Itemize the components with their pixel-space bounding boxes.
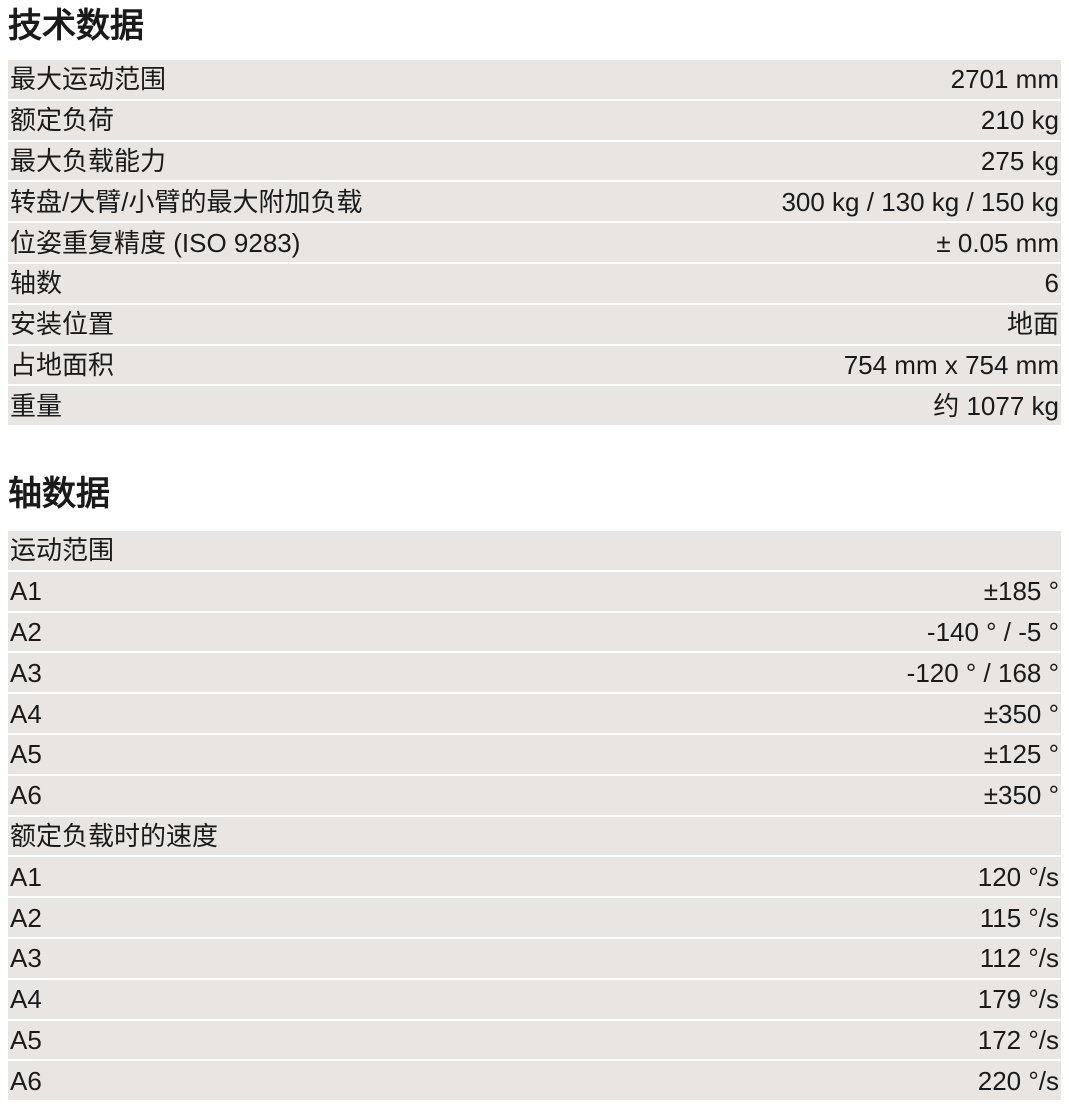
row-label: 安装位置 <box>10 309 115 340</box>
row-value: ±185 ° <box>983 576 1059 607</box>
row-value: -140 ° / -5 ° <box>926 616 1059 647</box>
table-row: A1 ±185 ° <box>8 571 1061 611</box>
row-label: A6 <box>10 1065 42 1096</box>
row-label: A4 <box>10 698 42 729</box>
table-row: A6 ±350 ° <box>8 775 1061 815</box>
table-row: 最大负载能力 275 kg <box>8 141 1061 181</box>
row-label: 重量 <box>10 390 63 421</box>
row-label: A5 <box>10 739 42 770</box>
row-label: 轴数 <box>10 268 63 299</box>
table-row: A6 220 °/s <box>8 1061 1061 1101</box>
table-row: 额定负载时的速度 <box>8 816 1061 856</box>
row-value: 275 kg <box>980 145 1059 176</box>
tech-data-title: 技术数据 <box>8 7 144 45</box>
row-value: 179 °/s <box>977 984 1059 1015</box>
table-row: A4 179 °/s <box>8 979 1061 1019</box>
row-value: 约 1077 kg <box>933 390 1059 421</box>
table-row: 轴数 6 <box>8 263 1061 303</box>
tech-data-table: 最大运动范围 2701 mm 额定负荷 210 kg 最大负载能力 275 kg 转盘/大臂… <box>8 60 1061 427</box>
row-label: A1 <box>10 576 42 607</box>
row-label: A3 <box>10 657 42 688</box>
row-value: 6 <box>1044 268 1059 299</box>
row-value: 112 °/s <box>979 943 1059 974</box>
table-row: 位姿重复精度 (ISO 9283) ± 0.05 mm <box>8 223 1061 262</box>
row-label: 最大运动范围 <box>10 64 167 95</box>
table-row: A4 ±350 ° <box>8 694 1061 733</box>
table-row: 安装位置 地面 <box>8 304 1061 344</box>
table-row: 运动范围 <box>8 531 1061 570</box>
row-value: 300 kg / 130 kg / 150 kg <box>781 186 1059 217</box>
row-value: ±350 ° <box>983 780 1059 811</box>
row-value: -120 ° / 168 ° <box>906 657 1059 688</box>
row-value: ± 0.05 mm <box>936 227 1059 258</box>
row-label: A4 <box>10 984 42 1015</box>
table-row: A3 -120 ° / 168 ° <box>8 653 1061 693</box>
table-row: A5 ±125 ° <box>8 734 1061 774</box>
axis-data-title: 轴数据 <box>8 475 110 513</box>
row-value: 754 mm x 754 mm <box>843 349 1059 380</box>
row-value: 2701 mm <box>950 64 1059 95</box>
table-row: 占地面积 754 mm x 754 mm <box>8 345 1061 385</box>
table-row: A2 115 °/s <box>8 898 1061 937</box>
row-value: ±350 ° <box>983 698 1059 729</box>
row-value: ±125 ° <box>983 739 1059 770</box>
row-label: 占地面积 <box>10 349 115 380</box>
row-label: 位姿重复精度 (ISO 9283) <box>10 227 301 258</box>
row-label: 额定负载时的速度 <box>10 820 219 851</box>
row-value: 120 °/s <box>977 861 1059 892</box>
row-label: 最大负载能力 <box>10 145 167 176</box>
table-row: A3 112 °/s <box>8 938 1061 978</box>
row-label: A1 <box>10 861 42 892</box>
row-value: 172 °/s <box>977 1024 1059 1055</box>
row-label: A6 <box>10 780 42 811</box>
row-value: 210 kg <box>980 105 1059 136</box>
row-label: A2 <box>10 902 42 933</box>
axis-data-table: 运动范围 A1 ±185 ° A2 -140 ° / -5 ° A3 -120 ° / 16… <box>8 531 1061 1102</box>
row-label: 额定负荷 <box>10 105 115 136</box>
row-label: 运动范围 <box>10 535 115 566</box>
row-label: A2 <box>10 616 42 647</box>
table-row: A5 172 °/s <box>8 1020 1061 1060</box>
table-row: 转盘/大臂/小臂的最大附加负载 300 kg / 130 kg / 150 kg <box>8 182 1061 222</box>
table-row: 最大运动范围 2701 mm <box>8 60 1061 99</box>
row-value: 220 °/s <box>977 1065 1059 1096</box>
table-row: A1 120 °/s <box>8 857 1061 897</box>
row-label: 转盘/大臂/小臂的最大附加负载 <box>10 186 363 217</box>
row-label: A5 <box>10 1024 42 1055</box>
row-value: 115 °/s <box>979 902 1059 933</box>
table-row: 额定负荷 210 kg <box>8 100 1061 140</box>
row-label: A3 <box>10 943 42 974</box>
table-row: A2 -140 ° / -5 ° <box>8 612 1061 652</box>
table-row: 重量 约 1077 kg <box>8 386 1061 426</box>
row-value: 地面 <box>1006 309 1059 340</box>
